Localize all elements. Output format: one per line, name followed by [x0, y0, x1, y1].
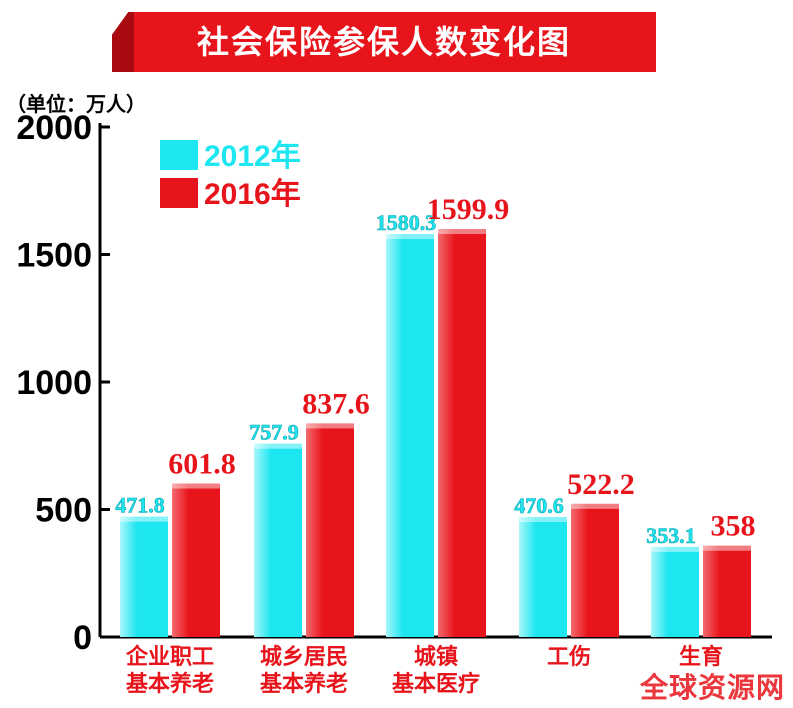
bar-0-3 [519, 516, 567, 637]
category-label: 基本养老 [126, 671, 214, 697]
category-label: 基本医疗 [392, 671, 480, 697]
bar-0-1 [254, 443, 302, 637]
bar-1-2 [438, 229, 486, 637]
bar-1-4 [703, 545, 751, 637]
value-label: 837.6 [302, 387, 370, 420]
unit-label: （单位：万人） [6, 92, 146, 116]
bar-1-1 [306, 423, 354, 637]
legend-label-1: 2016年 [204, 178, 301, 211]
y-tick-label: 500 [35, 492, 92, 530]
bar-highlight [438, 229, 486, 235]
y-tick-label: 1000 [16, 364, 92, 402]
chart-title: 社会保险参保人数变化图 [196, 23, 571, 61]
bar-highlight [254, 443, 302, 449]
bar-0-0 [120, 516, 168, 637]
value-label: 358 [711, 510, 756, 543]
category-label: 生育 [679, 644, 723, 670]
value-label: 522.2 [567, 468, 635, 501]
bar-highlight [306, 423, 354, 429]
title-banner [112, 12, 656, 72]
bar-highlight [386, 234, 434, 240]
value-label: 1580.3 [376, 210, 437, 235]
value-label: 601.8 [168, 448, 236, 481]
bar-highlight [172, 483, 220, 489]
legend-swatch-1 [160, 178, 198, 208]
value-label: 471.8 [115, 493, 165, 518]
bar-highlight [703, 545, 751, 551]
y-tick-label: 2000 [16, 109, 92, 147]
category-label: 城镇 [414, 644, 458, 670]
value-label: 1599.9 [427, 193, 510, 226]
watermark-text: 全球资源网 [640, 671, 786, 704]
legend-label-0: 2012年 [204, 140, 301, 173]
category-label: 城乡居民 [260, 644, 348, 670]
value-label: 470.6 [514, 493, 564, 518]
category-label: 企业职工 [125, 644, 214, 670]
value-label: 353.1 [646, 523, 696, 548]
bar-1-3 [571, 503, 619, 637]
bar-highlight [519, 516, 567, 522]
category-label: 工伤 [547, 645, 591, 670]
y-tick-label: 0 [73, 619, 92, 657]
legend-swatch-0 [160, 140, 198, 170]
bar-highlight [651, 546, 699, 552]
bar-highlight [120, 516, 168, 522]
bar-1-0 [172, 483, 220, 637]
y-tick-label: 1500 [16, 237, 92, 275]
bar-0-2 [386, 234, 434, 637]
bar-highlight [571, 503, 619, 509]
bar-0-4 [651, 546, 699, 637]
category-label: 基本养老 [260, 671, 348, 697]
value-label: 757.9 [249, 420, 299, 445]
